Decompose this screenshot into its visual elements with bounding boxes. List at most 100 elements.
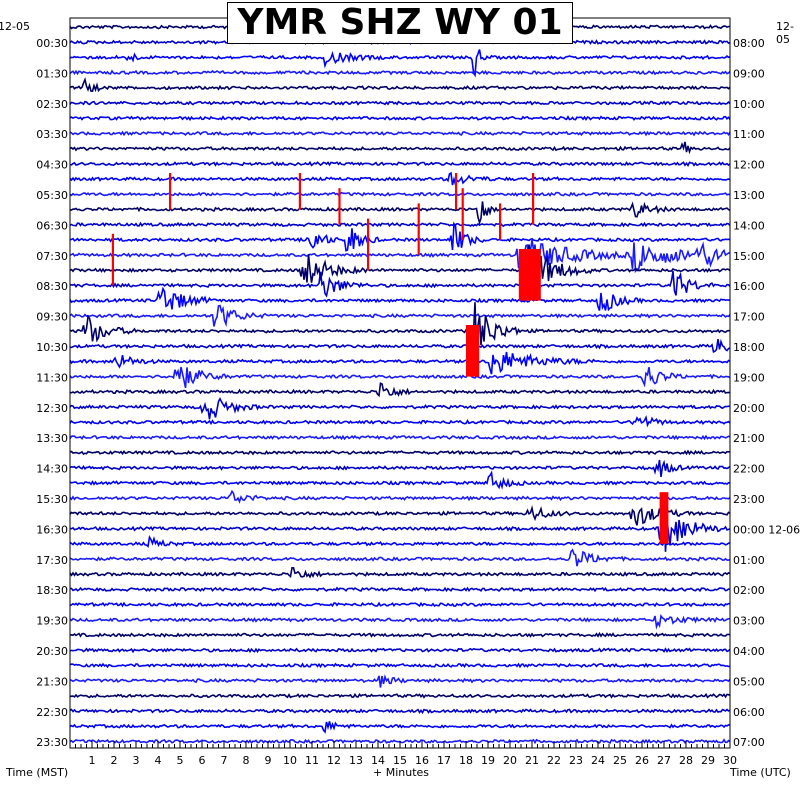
x-tick-label: 29 [701, 754, 715, 767]
left-time-label: 07:30 [36, 250, 68, 263]
trace-row [69, 221, 731, 228]
right-time-label: 08:00 [733, 37, 765, 50]
start-date-left: 12-05 [0, 20, 30, 33]
x-tick-label: 15 [393, 754, 407, 767]
x-tick-label: 23 [569, 754, 583, 767]
x-tick-label: 28 [679, 754, 693, 767]
trace-row [69, 692, 731, 699]
trace-row [70, 382, 731, 398]
trace-row [69, 534, 731, 548]
left-time-label: 17:30 [36, 554, 68, 567]
x-tick-label: 27 [657, 754, 671, 767]
right-time-label: 21:00 [733, 432, 765, 445]
right-time-label: 03:00 [733, 615, 765, 628]
trace-row [69, 662, 731, 669]
left-time-label: 10:30 [36, 341, 68, 354]
left-time-label: 05:30 [36, 189, 68, 202]
right-time-label: 20:00 [733, 402, 765, 415]
chart-title: YMR SHZ WY 01 [227, 2, 573, 44]
trace-row [69, 396, 731, 420]
trace-row [69, 302, 731, 352]
left-time-label: 21:30 [36, 675, 68, 688]
right-time-label: 00:00 12-06 [733, 523, 800, 536]
right-time-label: 04:00 [733, 645, 765, 658]
trace-row [69, 586, 731, 593]
trace-row [69, 548, 731, 567]
clipped-event-mark [532, 173, 535, 225]
trace-row [69, 351, 731, 375]
x-tick-label: 7 [221, 754, 228, 767]
x-tick-label: 10 [283, 754, 297, 767]
left-time-label: 09:30 [36, 311, 68, 324]
left-time-label: 19:30 [36, 615, 68, 628]
trace-row [69, 721, 731, 734]
x-tick-label: 4 [155, 754, 162, 767]
left-time-label: 14:30 [36, 463, 68, 476]
x-axis-ticks: 1 2 3 4 5 6 7 8 9 10 11 12 13 14 15 16 17 18 19 20 21 22 23 24 2… [69, 741, 737, 767]
start-date-right: 12-05 [776, 20, 794, 46]
x-tick-label: 13 [349, 754, 363, 767]
x-tick-label: 26 [635, 754, 649, 767]
trace-row [69, 239, 731, 274]
clipped-event-mark [455, 173, 458, 210]
x-tick-label: 18 [459, 754, 473, 767]
trace-row [69, 130, 731, 137]
right-time-label: 14:00 [733, 219, 765, 232]
left-time-label: 08:30 [36, 280, 68, 293]
right-time-label: 18:00 [733, 341, 765, 354]
x-tick-label: 2 [111, 754, 118, 767]
left-time-label: 06:30 [36, 219, 68, 232]
left-axis-title: Time (MST) [6, 766, 69, 779]
right-axis-title: Time (UTC) [730, 766, 791, 779]
x-tick-label: 19 [481, 754, 495, 767]
trace-row [69, 459, 731, 478]
left-time-label: 20:30 [36, 645, 68, 658]
x-axis-title: + Minutes [373, 766, 430, 779]
x-tick-label: 12 [327, 754, 341, 767]
trace-row [69, 504, 731, 526]
clipped-event-mark [298, 173, 301, 210]
x-tick-label: 24 [591, 754, 605, 767]
right-time-label: 23:00 [733, 493, 765, 506]
right-time-labels: 08:00 09:00 10:00 11:00 12:00 13:00 14:00 15:00… [733, 37, 800, 749]
x-tick-label: 16 [415, 754, 429, 767]
x-tick-label: 5 [177, 754, 184, 767]
trace-row [69, 631, 731, 638]
left-time-label: 12:30 [36, 402, 68, 415]
clipped-event-mark [338, 188, 341, 225]
right-time-label: 15:00 [733, 250, 765, 263]
left-time-label: 22:30 [36, 706, 68, 719]
right-time-label: 10:00 [733, 98, 765, 111]
left-time-label: 16:30 [36, 523, 68, 536]
trace-row [69, 414, 731, 428]
trace-row [69, 171, 731, 187]
right-time-label: 02:00 [733, 584, 765, 597]
clipped-event-mark [466, 325, 480, 377]
x-tick-label: 6 [199, 754, 206, 767]
trace-row [69, 286, 731, 312]
clipped-event-mark [367, 218, 370, 271]
trace-row [69, 366, 731, 389]
trace-row [69, 270, 731, 298]
right-time-label: 13:00 [733, 189, 765, 202]
x-tick-label: 3 [133, 754, 140, 767]
right-time-label: 22:00 [733, 463, 765, 476]
trace-row [69, 77, 731, 93]
x-tick-label: 1 [89, 754, 96, 767]
trace-row [69, 708, 731, 715]
clipped-events [111, 173, 669, 544]
left-time-label: 13:30 [36, 432, 68, 445]
x-tick-label: 14 [371, 754, 385, 767]
right-time-label: 05:00 [733, 675, 765, 688]
trace-row [69, 674, 731, 688]
clipped-event-mark [659, 492, 669, 544]
trace-row [69, 567, 731, 579]
clipped-event-mark [417, 203, 420, 255]
trace-row [69, 201, 731, 226]
right-time-label: 16:00 [733, 280, 765, 293]
trace-row [69, 449, 731, 456]
trace-row [69, 601, 731, 608]
left-time-label: 01:30 [36, 67, 68, 80]
right-time-label: 01:00 [733, 554, 765, 567]
